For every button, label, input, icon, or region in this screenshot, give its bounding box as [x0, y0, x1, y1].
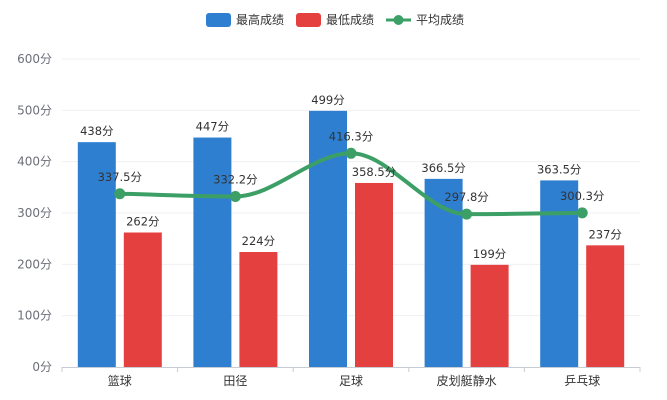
- x-category-label: 足球: [339, 374, 363, 388]
- legend-marker: [393, 15, 404, 25]
- bar-value-label: 366.5分: [421, 161, 466, 175]
- y-tick-label: 600分: [17, 52, 52, 66]
- bar-max[interactable]: [424, 178, 463, 367]
- bar-max[interactable]: [309, 110, 347, 367]
- bar-min[interactable]: [239, 252, 278, 367]
- bar-max[interactable]: [77, 142, 116, 367]
- y-tick-label: 0分: [32, 360, 52, 374]
- y-tick-label: 200分: [17, 257, 52, 271]
- average-line[interactable]: [117, 151, 585, 217]
- average-point[interactable]: [461, 208, 473, 220]
- x-axis: 篮球 田径 足球 皮划艇静水 乒乓球: [61, 367, 641, 388]
- line-value-label: 297.8分: [444, 190, 489, 204]
- x-category-label: 乒乓球: [564, 374, 600, 388]
- data-labels: 438分 262分 447分 224分 499分 358.5分 366.5分 199分 363.…: [80, 93, 622, 261]
- legend-item[interactable]: 最高成绩: [206, 12, 284, 27]
- legend-swatch: [296, 13, 321, 27]
- line-value-label: 416.3分: [329, 129, 374, 143]
- bar-value-label: 447分: [196, 120, 230, 134]
- bar-value-label: 199分: [473, 247, 507, 261]
- legend-label: 最低成绩: [326, 13, 374, 27]
- average-point[interactable]: [114, 188, 126, 200]
- bar-series[interactable]: [77, 110, 625, 367]
- y-tick-label: 100分: [17, 309, 52, 323]
- legend-label: 平均成绩: [416, 13, 464, 27]
- bar-value-label: 262分: [126, 215, 160, 229]
- bar-min[interactable]: [470, 264, 509, 367]
- bar-min[interactable]: [123, 232, 162, 367]
- legend-item[interactable]: 平均成绩: [386, 13, 464, 27]
- bar-min[interactable]: [586, 245, 625, 367]
- x-category-label: 皮划艇静水: [437, 374, 497, 388]
- bar-value-label: 363.5分: [537, 162, 582, 176]
- legend[interactable]: 最高成绩 最低成绩 平均成绩: [206, 12, 464, 27]
- line-value-label: 337.5分: [98, 170, 143, 184]
- legend-label: 最高成绩: [236, 12, 284, 27]
- line-series[interactable]: [114, 147, 588, 220]
- bar-max[interactable]: [540, 180, 579, 367]
- y-tick-label: 300分: [17, 206, 52, 220]
- bar-value-label: 438分: [80, 124, 114, 138]
- legend-swatch: [206, 13, 231, 27]
- bar-value-label: 358.5分: [352, 165, 397, 179]
- line-value-label: 300.3分: [560, 189, 605, 203]
- bar-value-label: 224分: [242, 234, 276, 248]
- legend-item[interactable]: 最低成绩: [296, 13, 374, 27]
- x-category-label: 田径: [223, 374, 247, 388]
- line-value-label: 332.2分: [213, 172, 258, 186]
- average-point[interactable]: [229, 190, 241, 202]
- y-axis: 0分 100分 200分 300分 400分 500分 600分: [17, 52, 52, 374]
- average-point[interactable]: [576, 207, 588, 219]
- bar-min[interactable]: [355, 182, 393, 367]
- bar-value-label: 237分: [588, 227, 622, 241]
- y-tick-label: 500分: [17, 103, 52, 117]
- average-point[interactable]: [345, 147, 357, 159]
- y-tick-label: 400分: [17, 155, 52, 169]
- bar-value-label: 499分: [311, 93, 345, 107]
- x-category-label: 篮球: [108, 373, 132, 388]
- bar-max[interactable]: [193, 137, 232, 367]
